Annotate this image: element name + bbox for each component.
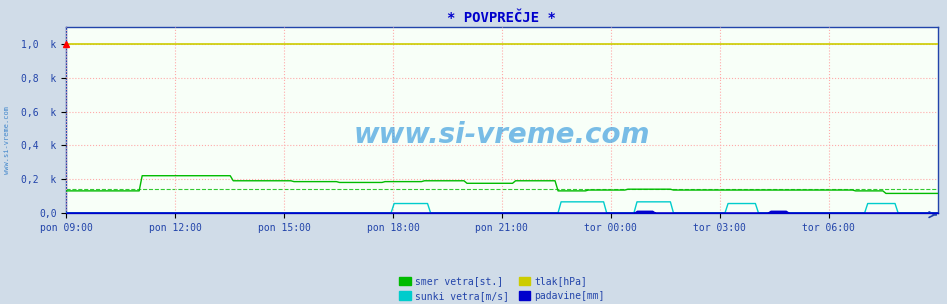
Text: www.si-vreme.com: www.si-vreme.com xyxy=(353,121,651,149)
Text: www.si-vreme.com: www.si-vreme.com xyxy=(4,106,9,174)
Legend: smer vetra[st.], sunki vetra[m/s], tlak[hPa], padavine[mm]: smer vetra[st.], sunki vetra[m/s], tlak[… xyxy=(397,273,607,304)
Title: * POVPREČJE *: * POVPREČJE * xyxy=(448,11,556,25)
